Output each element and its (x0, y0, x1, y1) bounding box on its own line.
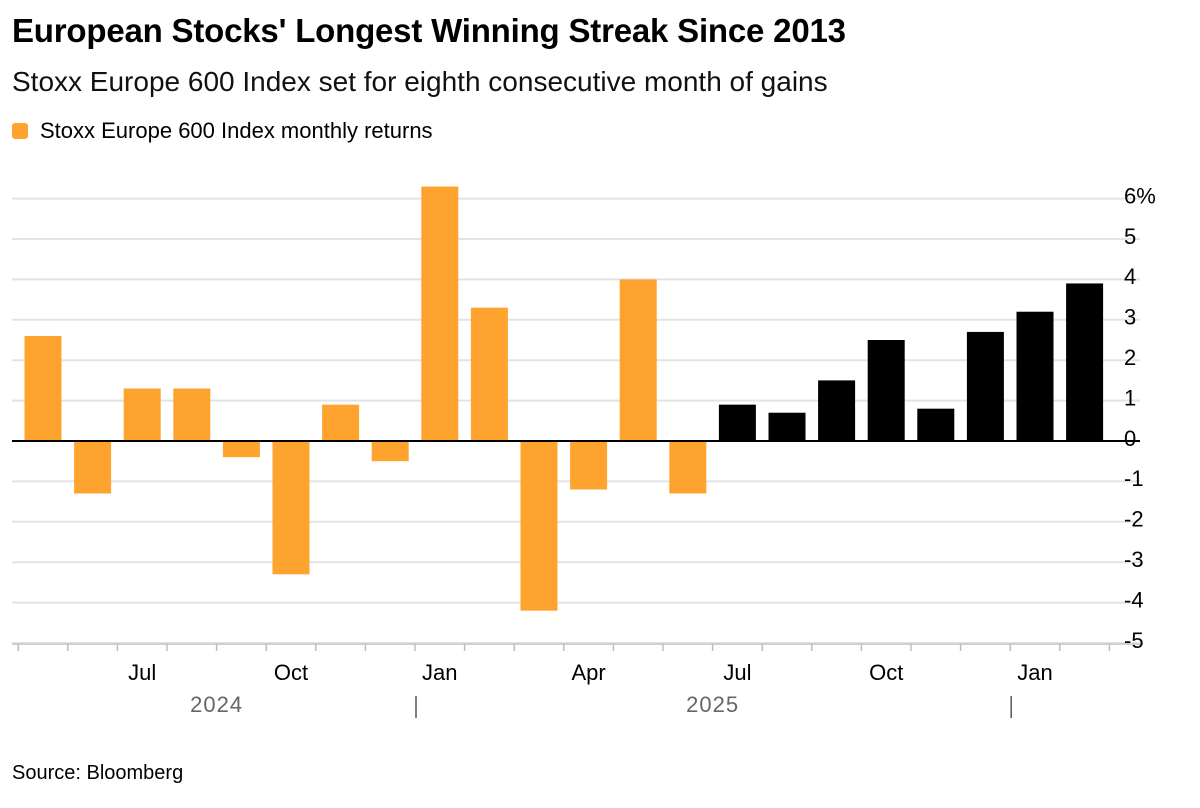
y-tick-label: -2 (1124, 507, 1144, 532)
y-tick-label: -4 (1124, 587, 1144, 612)
bar (24, 335, 62, 441)
bar (1016, 311, 1054, 441)
bar (570, 441, 608, 490)
y-tick-label: -1 (1124, 466, 1144, 491)
bar (867, 340, 905, 441)
source-note: Source: Bloomberg (12, 762, 184, 784)
bar (322, 404, 360, 441)
bar (421, 186, 459, 441)
bar (966, 331, 1004, 441)
x-year-label: 2024 (190, 692, 243, 717)
bar (123, 388, 161, 441)
x-month-label: Jul (723, 660, 751, 685)
y-tick-label: -3 (1124, 547, 1144, 572)
x-month-label: Oct (869, 660, 903, 685)
legend: Stoxx Europe 600 Index monthly returns (12, 118, 433, 144)
bar (718, 404, 756, 441)
y-tick-label: 1 (1124, 385, 1136, 410)
legend-swatch (12, 123, 28, 139)
chart-title: European Stocks' Longest Winning Streak … (12, 12, 846, 49)
y-tick-label: 3 (1124, 305, 1136, 330)
x-month-label: Apr (571, 660, 605, 685)
bar (470, 307, 508, 441)
bar (74, 441, 112, 494)
bar (222, 441, 260, 458)
bar (173, 388, 211, 441)
y-tick-label: 2 (1124, 345, 1136, 370)
bar (917, 408, 955, 441)
bar (520, 441, 558, 611)
x-month-label: Oct (274, 660, 308, 685)
legend-label: Stoxx Europe 600 Index monthly returns (40, 118, 433, 143)
bar (371, 441, 409, 462)
chart-subtitle: Stoxx Europe 600 Index set for eighth co… (12, 66, 828, 97)
bar (619, 279, 657, 441)
bar (669, 441, 707, 494)
y-tick-label: 5 (1124, 224, 1136, 249)
bar (768, 412, 806, 441)
y-tick-label: 0 (1124, 426, 1136, 451)
y-tick-label: 6% (1124, 183, 1156, 208)
y-tick-label: 4 (1124, 264, 1136, 289)
bar (272, 441, 310, 575)
x-month-label: Jan (1017, 660, 1052, 685)
y-tick-label: -5 (1124, 628, 1144, 653)
x-month-label: Jan (422, 660, 457, 685)
bar (1066, 283, 1104, 441)
bar (818, 380, 856, 441)
x-year-label: 2025 (686, 692, 739, 717)
x-month-label: Jul (128, 660, 156, 685)
